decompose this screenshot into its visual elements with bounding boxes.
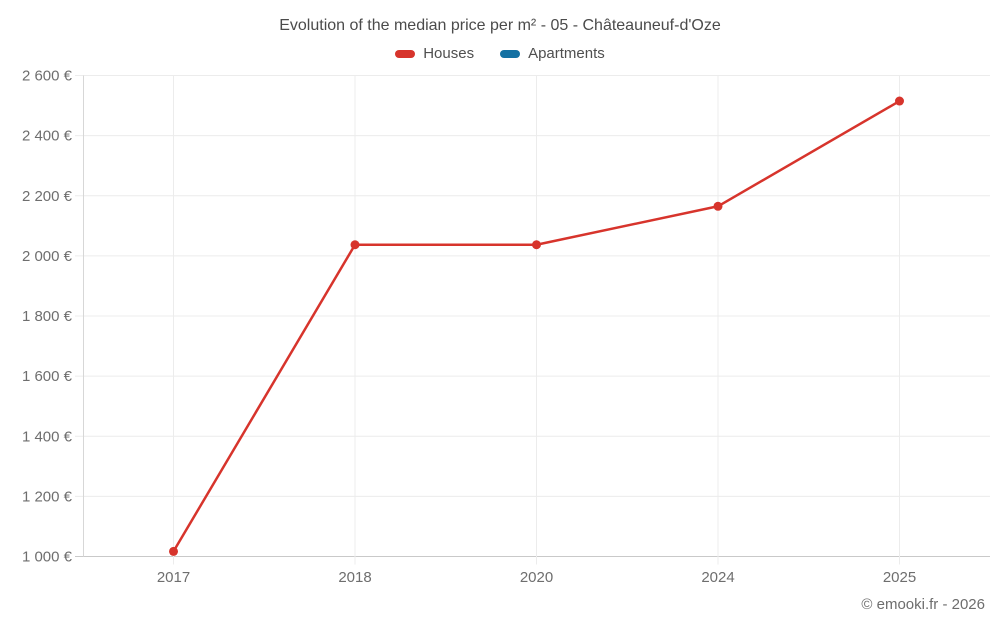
y-axis-tick-label: 1 600 € [22,368,73,385]
data-point-houses[interactable] [895,96,904,106]
x-axis-tick-label: 2025 [883,569,916,586]
copyright-text: © emooki.fr - 2026 [861,596,985,613]
data-point-houses[interactable] [350,240,360,250]
data-point-houses[interactable] [713,201,723,211]
y-axis-tick-label: 2 400 € [22,128,73,145]
houses-legend-swatch [395,49,416,58]
apartments-legend-label: Apartments [528,45,605,62]
houses-legend-label: Houses [423,45,475,62]
legend-item-apartments[interactable]: Apartments [500,45,605,62]
y-axis-tick-label: 2 200 € [22,188,73,205]
data-point-houses[interactable] [532,240,541,250]
y-axis-tick-label: 1 200 € [22,488,73,505]
x-axis-tick-label: 2020 [520,569,553,586]
x-axis-tick-label: 2017 [157,569,190,586]
x-axis-tick-label: 2024 [701,569,734,586]
y-axis-tick-label: 2 600 € [22,68,73,85]
apartments-legend-swatch [500,49,521,58]
legend: Houses Apartments [0,45,1000,62]
y-axis-tick-label: 1 400 € [22,428,73,445]
y-axis-tick-label: 1 800 € [22,308,73,325]
y-axis-tick-label: 1 000 € [22,549,73,566]
x-axis-tick-label: 2018 [338,569,371,586]
legend-item-houses[interactable]: Houses [395,45,474,62]
chart-title: Evolution of the median price per m² - 0… [279,17,721,34]
y-axis-tick-label: 2 000 € [22,248,73,265]
data-point-houses[interactable] [169,546,178,556]
